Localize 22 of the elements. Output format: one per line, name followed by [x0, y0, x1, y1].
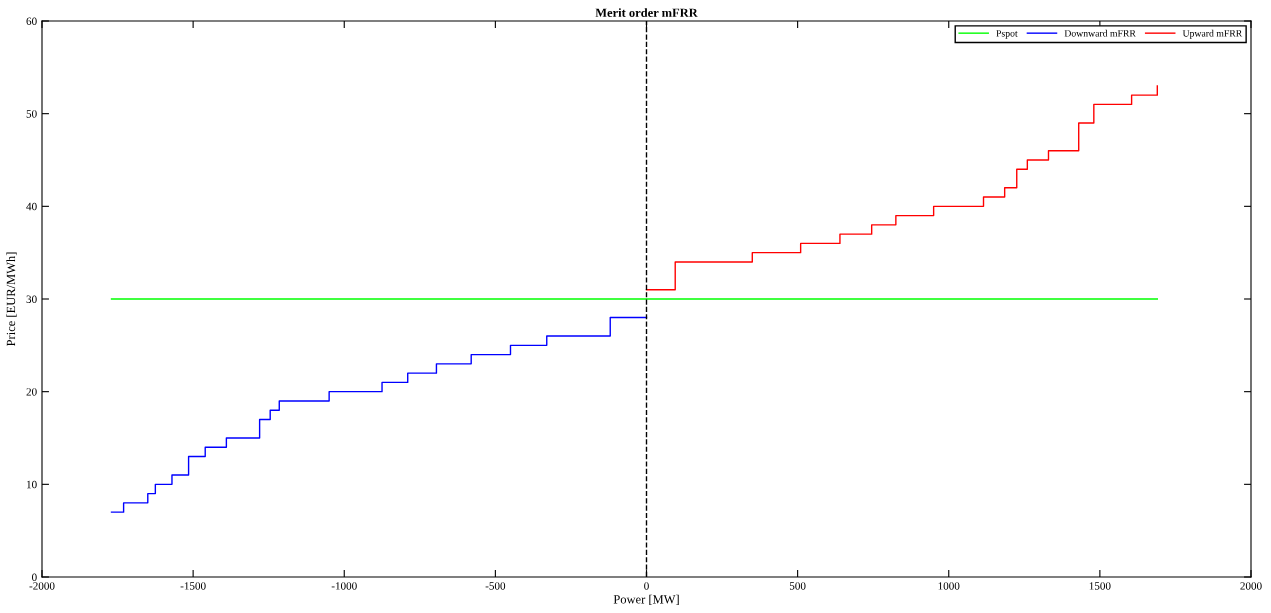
y-tick-label: 40 [26, 202, 37, 211]
y-tick-label: 50 [26, 110, 37, 118]
x-tick-label: 1000 [938, 582, 960, 590]
x-tick-label: 0 [644, 582, 649, 590]
x-axis-title: Power [MW] [613, 594, 679, 606]
y-tick-label: 20 [26, 388, 37, 396]
y-tick-label: 10 [27, 480, 37, 489]
y-tick-label: 0 [32, 573, 37, 581]
x-tick-label: -1500 [180, 582, 206, 590]
y-tick-label: 30 [26, 295, 37, 303]
y-tick-label: 60 [26, 17, 37, 25]
y-axis-title: Price [EUR/MWh] [6, 252, 17, 347]
x-tick-label: -1000 [331, 582, 357, 590]
chart-title: Merit order mFRR [595, 8, 698, 17]
x-tick-label: 1500 [1089, 582, 1111, 590]
legend-label: Downward mFRR [1064, 29, 1136, 37]
x-tick-label: -500 [485, 582, 506, 590]
legend-label: Upward mFRR [1182, 29, 1243, 39]
x-tick-label: 2000 [1240, 582, 1262, 590]
x-tick-label: 500 [789, 582, 806, 590]
x-tick-label: -2000 [29, 582, 55, 590]
legend-label: Pspot [996, 30, 1018, 39]
